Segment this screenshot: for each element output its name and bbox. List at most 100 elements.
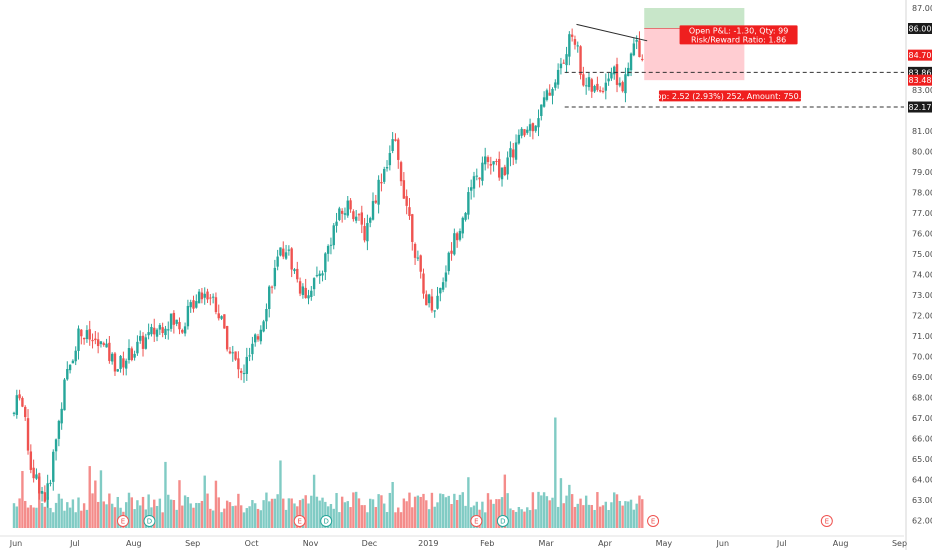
candle-body	[214, 297, 218, 313]
volume-bar	[113, 507, 117, 528]
candle-body	[32, 467, 35, 479]
candle-body	[363, 226, 366, 241]
dividend-event-icon[interactable]	[143, 515, 156, 527]
volume-bar	[141, 496, 145, 528]
volume-bar	[523, 511, 526, 528]
candle-body	[12, 412, 16, 414]
candle-body	[181, 329, 184, 333]
earnings-event-icon[interactable]	[470, 515, 483, 527]
price-tick-label: 67.00	[912, 414, 932, 423]
candle-body	[298, 281, 302, 294]
candle-body	[77, 328, 80, 351]
volume-bar	[21, 471, 24, 528]
candle-body	[175, 319, 178, 324]
volume-bar	[40, 503, 44, 528]
candle-body	[94, 338, 97, 341]
volume-bar	[54, 502, 58, 528]
candle-body	[596, 83, 599, 90]
earnings-event-icon[interactable]	[820, 515, 833, 527]
candle-body	[88, 329, 91, 340]
volume-bar	[582, 505, 585, 528]
dividend-event-icon[interactable]	[320, 515, 333, 527]
candle-body	[206, 291, 209, 300]
volume-bar	[91, 493, 94, 528]
candle-body	[54, 439, 58, 452]
volume-bar	[318, 500, 321, 528]
earnings-event-icon[interactable]	[116, 515, 129, 527]
volume-bar	[590, 505, 593, 528]
candle-body	[641, 58, 644, 61]
candle-body	[245, 356, 248, 374]
price-tick-label: 70.00	[912, 353, 932, 362]
volume-bar	[618, 500, 622, 528]
candle-body	[366, 223, 369, 242]
candle-body	[164, 328, 167, 336]
volume-bar	[360, 505, 363, 528]
trendline[interactable]	[576, 23, 648, 42]
volume-bar	[29, 505, 33, 528]
volume-bar	[512, 510, 515, 528]
candle-body	[534, 125, 537, 131]
earnings-event-icon[interactable]	[293, 515, 306, 527]
volume-bar	[413, 496, 417, 528]
candle-body	[315, 275, 319, 277]
candle-body	[326, 245, 330, 254]
volume-bar	[349, 507, 352, 528]
volume-bar	[71, 499, 75, 528]
candle-body	[147, 332, 150, 336]
volume-bar	[85, 509, 89, 528]
candle-body	[587, 77, 591, 88]
volume-bar	[133, 509, 136, 528]
candle-body	[436, 295, 439, 309]
volume-bar	[433, 506, 436, 528]
candle-body	[413, 243, 417, 258]
price-tick-label: 63.00	[912, 496, 932, 505]
volume-bar	[96, 501, 100, 528]
volume-bar	[301, 498, 305, 528]
candle-body	[464, 213, 467, 220]
candle-body	[150, 327, 153, 335]
volume-bar	[388, 492, 392, 528]
volume-bar	[273, 498, 277, 528]
month-label: Nov	[303, 539, 319, 548]
candle-body	[189, 302, 192, 308]
volume-bar	[498, 499, 501, 528]
volume-bar	[554, 417, 557, 528]
earnings-event-icon[interactable]	[647, 515, 660, 527]
time-axis[interactable]: Jun Jul Aug Sep Oct Nov Dec 2019 Feb Mar Apr May Jun…	[0, 535, 907, 548]
candle-body	[548, 92, 551, 96]
volume-bar	[489, 499, 493, 528]
volume-bar	[610, 502, 613, 528]
volume-bar	[248, 506, 251, 528]
dividend-event-icon[interactable]	[496, 515, 509, 527]
volume-bar	[324, 501, 327, 528]
volume-bar	[68, 507, 72, 528]
volume-bar	[632, 509, 636, 528]
volume-bar	[556, 506, 560, 528]
candle-body	[492, 161, 495, 165]
price-axis[interactable]: 62.00 63.00 64.00 65.00 66.00 67.00 68.00 69.00…	[905, 0, 932, 550]
candle-body	[537, 118, 540, 128]
candle-body	[35, 474, 38, 479]
candle-body	[394, 139, 397, 141]
candle-body	[49, 482, 52, 484]
open-pl-label: Open P&L: -1.30, Qty: 99	[689, 26, 788, 35]
volume-bar	[481, 501, 484, 528]
volume-bar	[130, 497, 133, 528]
volume-bar	[57, 493, 61, 528]
volume-bar	[562, 503, 565, 528]
candle-body	[211, 296, 215, 298]
volume-bar	[528, 510, 532, 528]
profit-zone	[644, 8, 745, 29]
price-tag-label: 83.48	[909, 76, 932, 85]
candle-body	[335, 221, 338, 226]
candle-body	[105, 343, 108, 348]
volume-bar	[35, 507, 38, 528]
volume-bar	[60, 498, 63, 528]
volume-bar	[629, 499, 633, 528]
event-letter: E	[825, 518, 829, 526]
candle-body	[273, 267, 277, 287]
volume-bar	[290, 498, 293, 528]
